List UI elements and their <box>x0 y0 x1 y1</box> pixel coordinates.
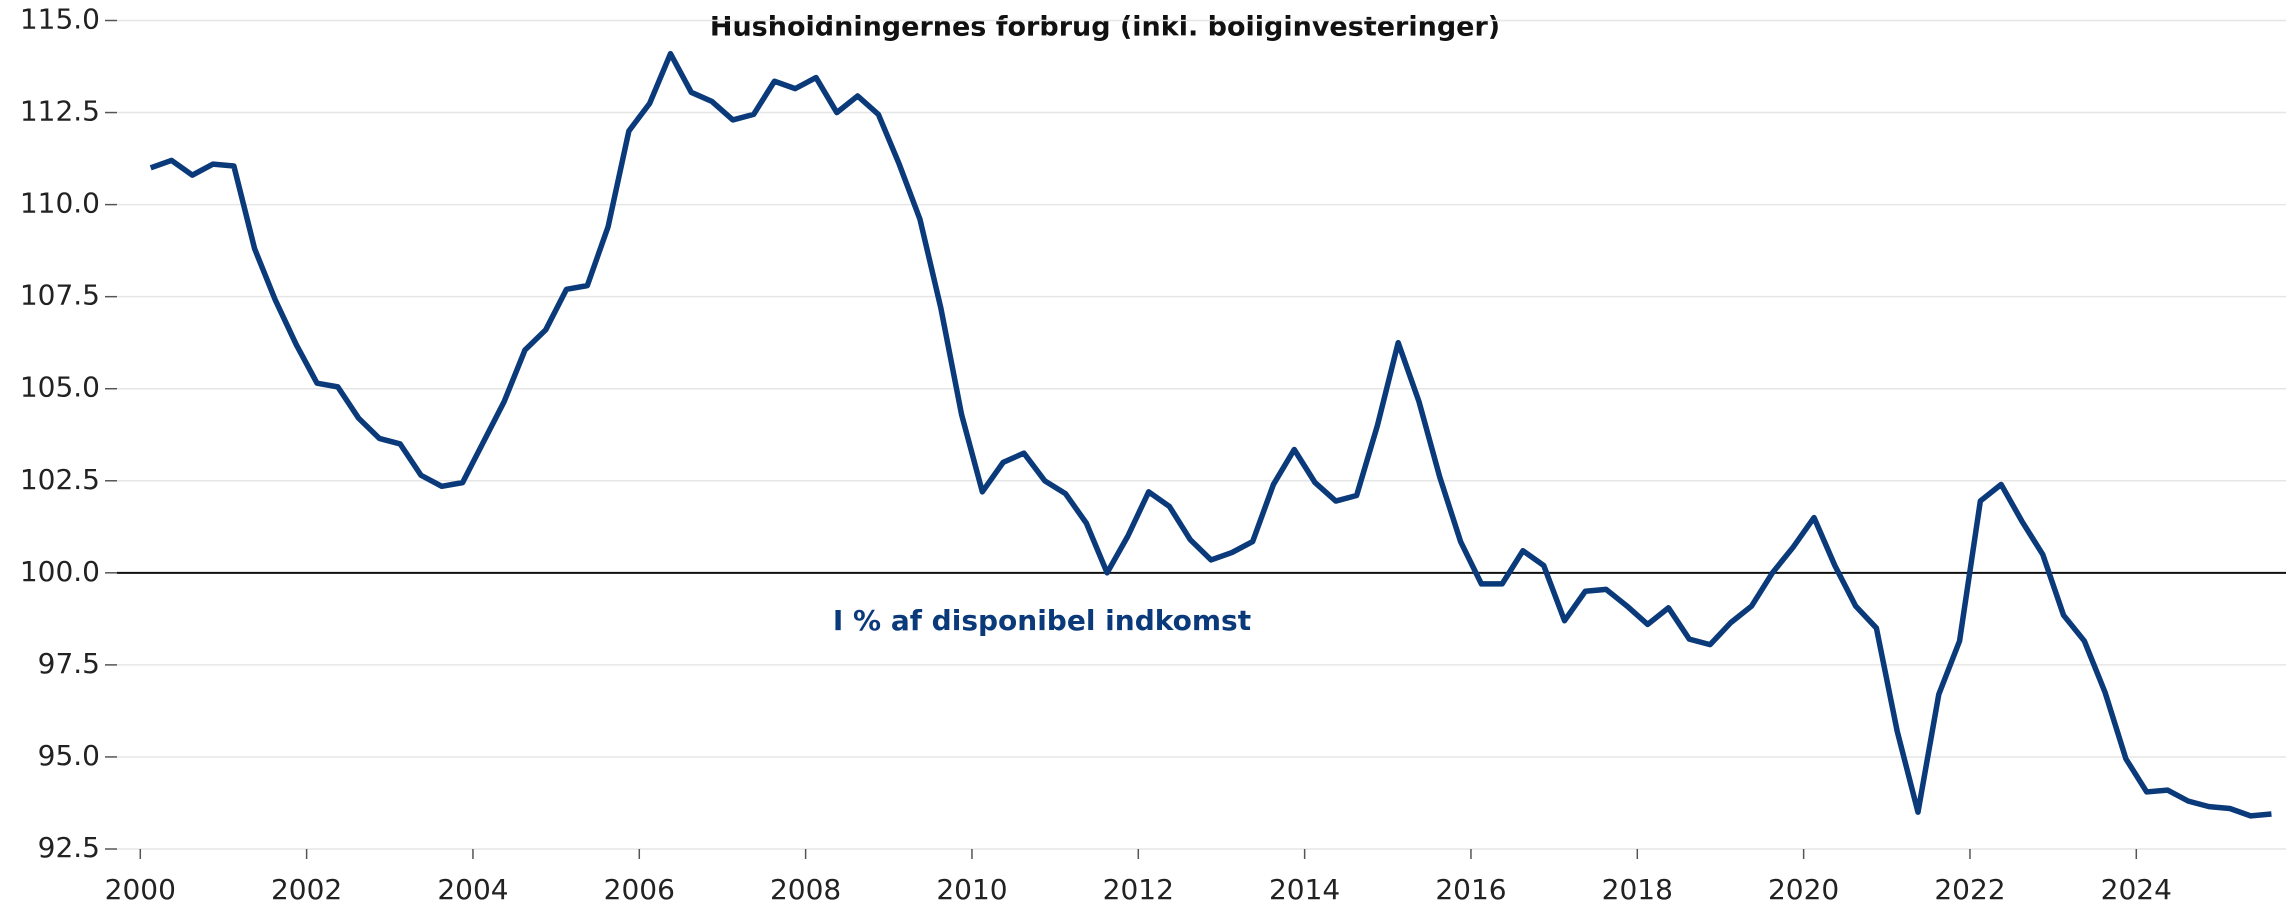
x-tick-label: 2012 <box>1103 873 1174 906</box>
x-tick-label: 2002 <box>271 873 342 906</box>
x-tick-label: 2000 <box>105 873 176 906</box>
x-tick-label: 2022 <box>1934 873 2005 906</box>
x-tick-label: 2020 <box>1768 873 1839 906</box>
x-tick-label: 2016 <box>1435 873 1506 906</box>
y-tick-label: 95.0 <box>38 739 100 772</box>
y-tick-label: 97.5 <box>38 647 100 680</box>
x-tick-label: 2010 <box>936 873 1007 906</box>
x-tick-label: 2018 <box>1602 873 1673 906</box>
y-tick-label: 115.0 <box>20 3 100 36</box>
y-tick-label: 92.5 <box>38 831 100 864</box>
x-tick-label: 2004 <box>437 873 508 906</box>
chart-title: Husholdningernes forbrug (inkl. boliginv… <box>710 12 1500 43</box>
x-tick-label: 2014 <box>1269 873 1340 906</box>
y-tick-label: 112.5 <box>20 95 100 128</box>
annotation: I % af disponibel indkomst <box>833 604 1251 637</box>
x-tick-label: 2008 <box>770 873 841 906</box>
y-tick-label: 110.0 <box>20 187 100 220</box>
y-tick-label: 102.5 <box>20 463 100 496</box>
x-tick-label: 2024 <box>2101 873 2172 906</box>
y-tick-label: 100.0 <box>20 555 100 588</box>
y-tick-label: 107.5 <box>20 279 100 312</box>
x-tick-label: 2006 <box>604 873 675 906</box>
data-line <box>149 50 2272 819</box>
y-tick-label: 105.0 <box>20 371 100 404</box>
